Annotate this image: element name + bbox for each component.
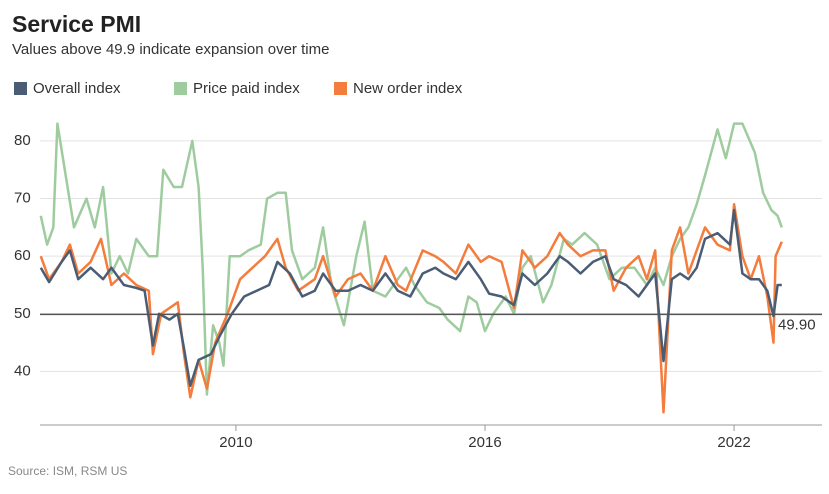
reference-label: 49.90: [778, 316, 816, 333]
y-tick-label: 60: [14, 247, 31, 264]
y-tick-label: 70: [14, 190, 31, 207]
x-tick-label: 2022: [717, 434, 750, 451]
y-tick-label: 80: [14, 132, 31, 149]
x-tick-label: 2016: [468, 434, 501, 451]
chart-title: Service PMI: [12, 11, 141, 37]
legend-label: Price paid index: [193, 80, 300, 97]
chart-subtitle: Values above 49.9 indicate expansion ove…: [12, 41, 329, 58]
y-tick-label: 50: [14, 305, 31, 322]
legend-swatch: [174, 82, 187, 95]
x-tick-label: 2010: [219, 434, 252, 451]
y-tick-label: 40: [14, 362, 31, 379]
series-line: [39, 122, 783, 396]
legend-swatch: [334, 82, 347, 95]
legend-swatch: [14, 82, 27, 95]
series-line: [39, 203, 783, 414]
legend-label: New order index: [353, 80, 463, 97]
source-note: Source: ISM, RSM US: [8, 464, 127, 478]
legend-label: Overall index: [33, 80, 121, 97]
series-line: [39, 208, 782, 388]
